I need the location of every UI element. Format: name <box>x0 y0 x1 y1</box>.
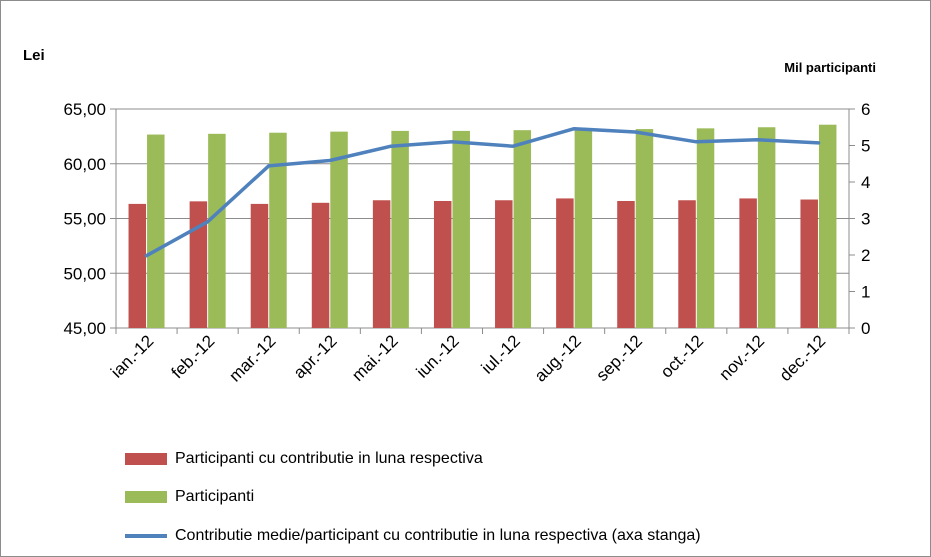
bar-participants <box>757 127 776 328</box>
x-tick-label: iun.-12 <box>413 331 463 381</box>
legend-swatch-green <box>125 491 167 503</box>
y-tick-label-left: 45,00 <box>63 319 106 338</box>
bar-participants <box>635 129 654 328</box>
x-tick-label: aug.-12 <box>531 331 585 385</box>
legend-item-participants-with-contribution: Participanti cu contributie in luna resp… <box>125 448 483 470</box>
legend-item-participants: Participanti <box>125 486 254 508</box>
legend-label: Participanti <box>175 488 255 505</box>
y-tick-label-left: 50,00 <box>63 264 106 283</box>
x-tick-label: iul.-12 <box>478 331 524 377</box>
legend-label: Contributie medie/participant cu contrib… <box>175 527 701 544</box>
bar-participants-with-contribution <box>556 198 574 328</box>
bar-participants-with-contribution <box>495 200 513 328</box>
x-tick-label: apr.-12 <box>290 331 341 382</box>
y-axis-left-label: Lei <box>23 47 45 64</box>
x-tick-label: mai.-12 <box>348 331 402 385</box>
x-tick-label: mar.-12 <box>225 331 279 385</box>
y-tick-label-right: 4 <box>861 173 870 192</box>
x-tick-label: ian.-12 <box>107 331 157 381</box>
y-tick-label-right: 2 <box>861 246 870 265</box>
y-tick-label-right: 5 <box>861 137 870 156</box>
legend-line-blue <box>125 534 167 538</box>
bar-participants-with-contribution <box>128 203 147 328</box>
x-tick-label: oct.-12 <box>657 331 707 381</box>
bar-participants-with-contribution <box>433 200 452 328</box>
bar-participants-with-contribution <box>800 199 818 328</box>
legend-item-average-contribution: Contributie medie/participant cu contrib… <box>125 525 701 547</box>
y-tick-label-right: 1 <box>861 283 870 302</box>
bar-participants <box>696 128 715 328</box>
bar-participants <box>147 134 165 328</box>
bar-participants <box>330 131 348 328</box>
bar-participants-with-contribution <box>617 200 635 328</box>
x-tick-label: feb.-12 <box>168 331 219 382</box>
combo-chart: 45,00 50,00 55,00 60,00 65,00 0 1 2 3 4 5 6 ian.-12 f… <box>63 100 870 386</box>
x-tick-label: sep.-12 <box>593 331 647 385</box>
bar-participants-with-contribution <box>189 201 208 328</box>
bar-participants-with-contribution <box>372 200 391 328</box>
bar-participants <box>818 124 837 328</box>
bar-participants-with-contribution <box>250 203 269 328</box>
legend-swatch-red <box>125 453 167 465</box>
bar-participants <box>208 133 226 328</box>
y-tick-label-left: 65,00 <box>63 100 106 119</box>
line-average-contribution <box>144 126 821 258</box>
y-tick-label-left: 60,00 <box>63 155 106 174</box>
y-tick-label-left: 55,00 <box>63 210 106 229</box>
y-tick-label-right: 6 <box>861 100 870 119</box>
bar-participants <box>574 130 593 328</box>
legend-label: Participanti cu contributie in luna resp… <box>175 450 483 467</box>
bar-participants <box>513 130 532 328</box>
bar-participants-with-contribution <box>739 198 757 328</box>
bar-participants-with-contribution <box>311 202 330 328</box>
y-axis-right-label: Mil participanti <box>784 60 876 75</box>
bar-participants <box>391 130 409 328</box>
y-tick-label-right: 3 <box>861 210 870 229</box>
bar-participants <box>269 132 287 328</box>
x-tick-label: nov.-12 <box>716 331 769 384</box>
x-tick-label: dec.-12 <box>776 331 830 385</box>
bar-participants <box>452 130 470 328</box>
bar-participants-with-contribution <box>678 200 696 328</box>
y-tick-label-right: 0 <box>861 319 870 338</box>
